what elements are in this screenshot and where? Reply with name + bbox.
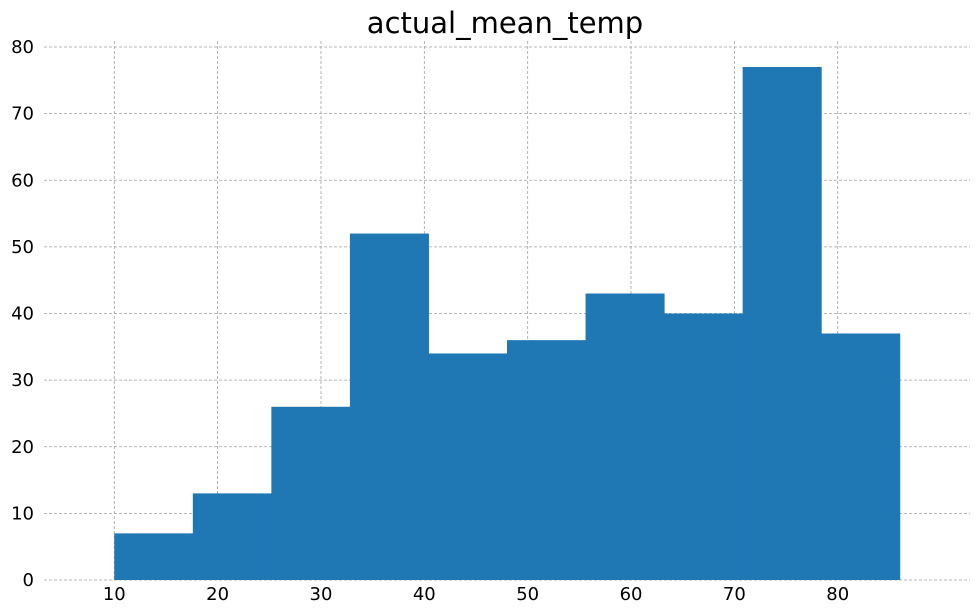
x-tick-label: 20 — [206, 584, 229, 605]
histogram-bar-9 — [742, 66, 822, 581]
histogram-bar-1 — [114, 533, 194, 580]
y-tick-label: 10 — [11, 503, 34, 524]
x-axis-ticks: 10 20 30 40 50 60 70 80 — [103, 584, 849, 605]
y-tick-label: 50 — [11, 237, 34, 258]
histogram-bar-6 — [507, 340, 587, 580]
histogram-bar-3 — [271, 406, 351, 580]
y-tick-label: 20 — [11, 437, 34, 458]
x-tick-label: 10 — [103, 584, 126, 605]
y-tick-label: 0 — [23, 570, 34, 591]
histogram-bar-10 — [821, 333, 901, 580]
x-tick-label: 40 — [413, 584, 436, 605]
x-tick-label: 30 — [310, 584, 333, 605]
x-tick-label: 50 — [516, 584, 539, 605]
x-tick-label: 60 — [620, 584, 643, 605]
bars-layer — [114, 66, 901, 581]
y-tick-label: 60 — [11, 170, 34, 191]
histogram-bar-8 — [664, 313, 744, 580]
x-tick-label: 80 — [826, 584, 849, 605]
histogram-bar-7 — [585, 293, 665, 580]
histogram-bar-2 — [192, 493, 272, 580]
y-axis-ticks: 0 10 20 30 40 50 60 70 80 — [11, 37, 34, 591]
chart-title: actual_mean_temp — [367, 6, 643, 40]
y-tick-label: 80 — [11, 37, 34, 58]
x-tick-label: 70 — [723, 584, 746, 605]
y-tick-label: 30 — [11, 370, 34, 391]
histogram-bar-5 — [428, 353, 508, 580]
y-tick-label: 40 — [11, 304, 34, 325]
y-tick-label: 70 — [11, 104, 34, 125]
histogram-bar-4 — [349, 233, 429, 581]
